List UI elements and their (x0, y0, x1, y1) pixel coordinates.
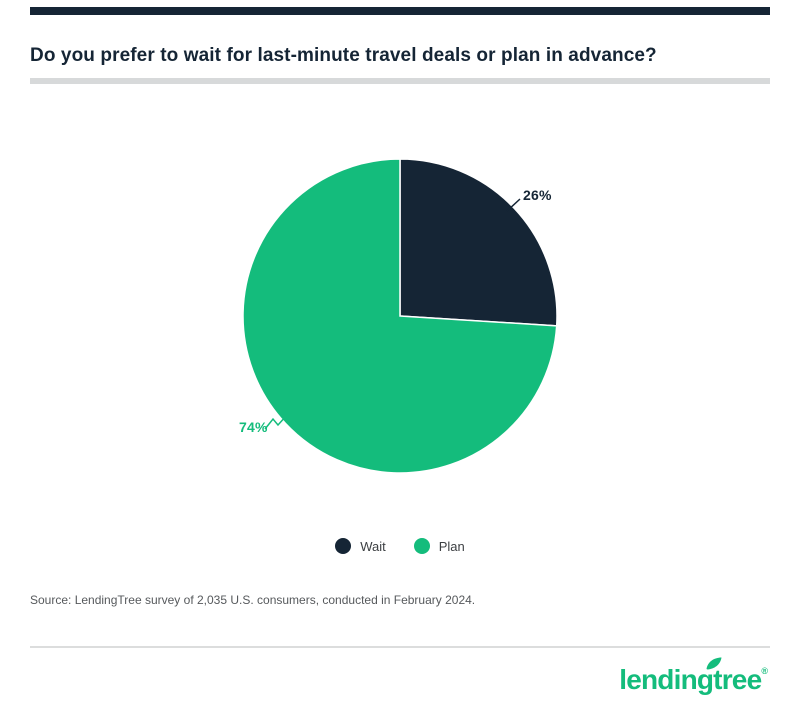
legend-swatch-wait (335, 538, 352, 554)
chart-title: Do you prefer to wait for last-minute tr… (30, 45, 657, 66)
slice-label-plan: 74% (239, 419, 268, 435)
callout-line-wait (506, 198, 521, 212)
logo-registered-mark: ® (761, 666, 768, 676)
pie-slice-wait (399, 158, 558, 327)
legend-item-plan: Plan (413, 538, 465, 554)
legend-label-wait: Wait (360, 538, 386, 554)
chart-legend: Wait Plan (0, 538, 800, 554)
pie-slice-plan (242, 158, 558, 474)
logo-text: lendingtree (619, 664, 762, 695)
legend-swatch-plan (413, 538, 430, 554)
source-attribution: Source: LendingTree survey of 2,035 U.S.… (30, 593, 476, 607)
leaf-icon (706, 657, 722, 670)
title-divider (30, 78, 770, 84)
pie-chart-svg (242, 158, 558, 474)
pie-chart (240, 156, 560, 476)
lendingtree-logo: lendingtree® (619, 657, 768, 696)
slice-label-wait: 26% (523, 187, 552, 203)
top-accent-bar (30, 7, 770, 15)
legend-item-wait: Wait (335, 538, 386, 554)
callout-line-plan (264, 414, 288, 430)
footer-divider (30, 646, 770, 648)
legend-label-plan: Plan (438, 538, 465, 554)
